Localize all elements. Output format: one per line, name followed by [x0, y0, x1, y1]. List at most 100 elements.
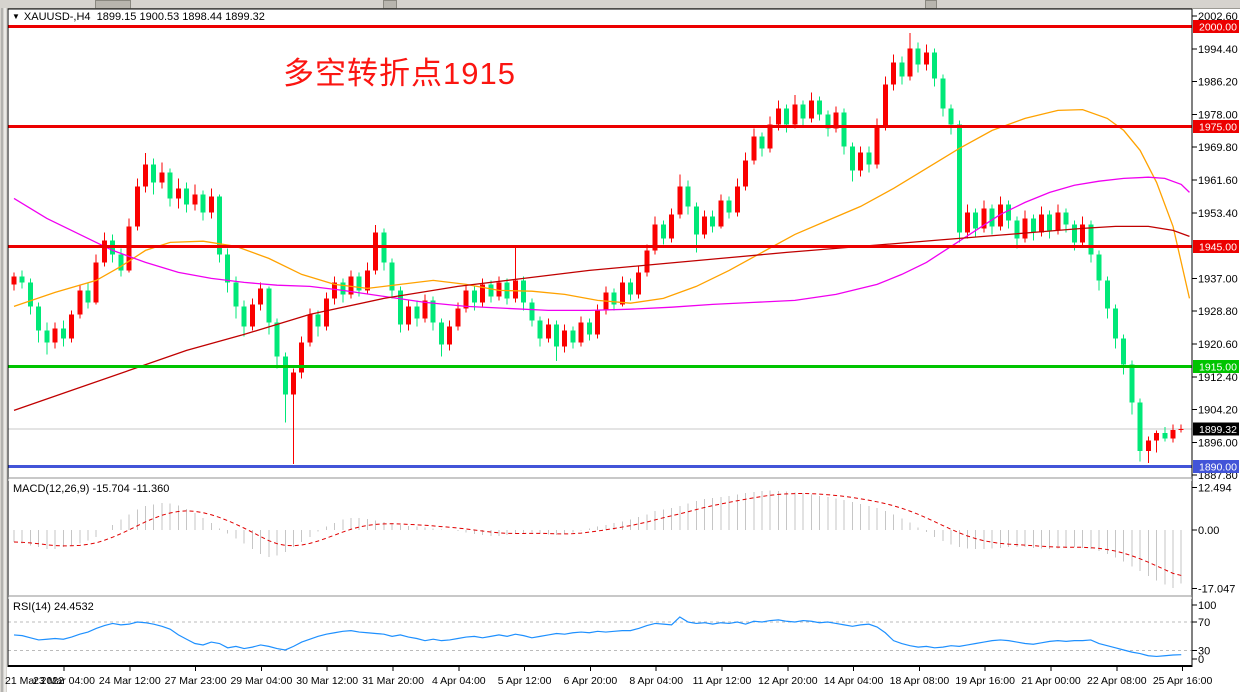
candle-body-down	[940, 78, 946, 109]
rsi-axis-label: 30	[1198, 646, 1210, 658]
candle-body-down	[529, 302, 535, 321]
candle-body-up	[636, 272, 642, 295]
candle-body-up	[192, 194, 198, 205]
candle-body-up	[1022, 218, 1028, 239]
candle-body-up	[775, 108, 781, 125]
candle-body-down	[726, 200, 732, 213]
macd-axis-label: -17.047	[1198, 583, 1235, 595]
price-tag	[1193, 359, 1239, 373]
candle-body-up	[997, 204, 1003, 227]
time-axis-label: 8 Apr 04:00	[629, 675, 683, 687]
candle-body-down	[973, 212, 979, 229]
macd-axis-label: 0.00	[1198, 525, 1219, 537]
candle-body-up	[619, 282, 625, 305]
candle-body-down	[233, 282, 239, 307]
macd-indicator-label: MACD(12,26,9) -15.704 -11.360	[13, 483, 170, 495]
candle-body-up	[833, 112, 839, 129]
candle-body-up	[175, 188, 181, 199]
candle-body-down	[1006, 204, 1012, 221]
rsi-line	[13, 616, 1182, 658]
candle-body-down	[438, 322, 444, 345]
candle-body-up	[463, 290, 469, 309]
candle-body-down	[932, 52, 938, 79]
ma-fast-orange	[13, 108, 1191, 308]
candle-body-up	[718, 200, 724, 227]
candle-body-down	[414, 306, 420, 319]
time-axis-label: 24 Mar 12:00	[99, 675, 161, 687]
candle-body-down	[1112, 308, 1118, 339]
candle-body-up	[677, 186, 683, 215]
candle-body-down	[1063, 212, 1069, 225]
price-axis-label: 1953.40	[1198, 208, 1238, 220]
price-tag	[1193, 459, 1239, 473]
candle-body-down	[710, 216, 716, 227]
time-axis-label: 21 Apr 00:00	[1021, 675, 1081, 687]
candle-body-up	[11, 276, 17, 285]
candle-body-down	[841, 112, 847, 147]
time-axis-label: 23 Mar 04:00	[33, 675, 95, 687]
candle-body-up	[512, 280, 518, 299]
price-tag-label: 1975.00	[1199, 121, 1237, 133]
candle-body-up	[348, 276, 354, 295]
candle-body-up	[52, 328, 58, 343]
candle-body-down	[1162, 433, 1168, 439]
candle-body-down	[241, 306, 247, 327]
price-axis[interactable]: 2002.601994.401986.201978.001969.801961.…	[1192, 11, 1239, 666]
candle-body-up	[307, 314, 313, 343]
candle-body-down	[817, 100, 823, 115]
rsi-axis-label: 70	[1198, 617, 1210, 629]
candle-body-up	[1170, 429, 1176, 439]
price-tag	[1193, 19, 1239, 33]
candle-body-down	[849, 146, 855, 171]
price-axis-label: 1969.80	[1198, 142, 1238, 154]
candle-body-up	[981, 208, 987, 229]
price-axis-label: 1887.80	[1198, 470, 1238, 482]
candle-body-down	[488, 284, 494, 297]
price-axis-label: 1928.80	[1198, 306, 1238, 318]
time-axis-label: 27 Mar 23:00	[165, 675, 227, 687]
candle-body-up	[1039, 214, 1044, 233]
candle-body-up	[290, 372, 296, 395]
chart-root: 2002.601994.401986.201978.001969.801961.…	[0, 8, 1239, 692]
price-tag	[1193, 422, 1239, 436]
time-axis-label: 14 Apr 04:00	[824, 675, 884, 687]
candle-body-up	[455, 308, 461, 327]
candle-body-up	[792, 104, 798, 125]
candle-body-down	[85, 290, 91, 303]
candle-body-down	[628, 282, 633, 295]
candle-body-down	[1104, 280, 1110, 309]
candle-body-up	[332, 282, 338, 299]
candle-body-down	[1137, 402, 1143, 452]
candle-body-up	[882, 84, 888, 127]
macd-axis-label: 12.494	[1198, 482, 1232, 494]
candle-body-up	[669, 214, 675, 239]
candle-body-down	[27, 282, 33, 307]
candle-body-down	[471, 290, 477, 303]
candle-body-down	[430, 300, 436, 323]
candle-body-down	[1121, 338, 1127, 365]
candle-body-down	[217, 196, 222, 255]
candle-body-up	[907, 48, 913, 77]
price-axis-label: 1994.40	[1198, 44, 1238, 56]
candle-body-up	[126, 226, 132, 271]
candle-body-down	[266, 288, 272, 323]
chart-annotation: 多空转折点1915	[283, 56, 516, 91]
candle-body-up	[249, 304, 255, 327]
candle-body-down	[389, 262, 395, 291]
candle-body-down	[554, 324, 560, 347]
time-axis-label: 19 Apr 16:00	[955, 675, 1015, 687]
time-axis-label: 22 Apr 08:00	[1087, 675, 1147, 687]
candle-body-up	[595, 310, 601, 335]
time-axis-label: 4 Apr 04:00	[432, 675, 486, 687]
candle-body-down	[1096, 254, 1102, 281]
frame-bottom	[8, 665, 1192, 667]
candle-body-up	[1178, 429, 1184, 431]
candle-body-down	[19, 276, 25, 283]
candle-body-down	[1047, 214, 1053, 231]
candle-body-up	[743, 160, 749, 187]
candle-body-up	[751, 136, 757, 161]
candle-body-down	[44, 330, 50, 343]
chart-dropdown-icon[interactable]: ▼	[12, 12, 20, 21]
